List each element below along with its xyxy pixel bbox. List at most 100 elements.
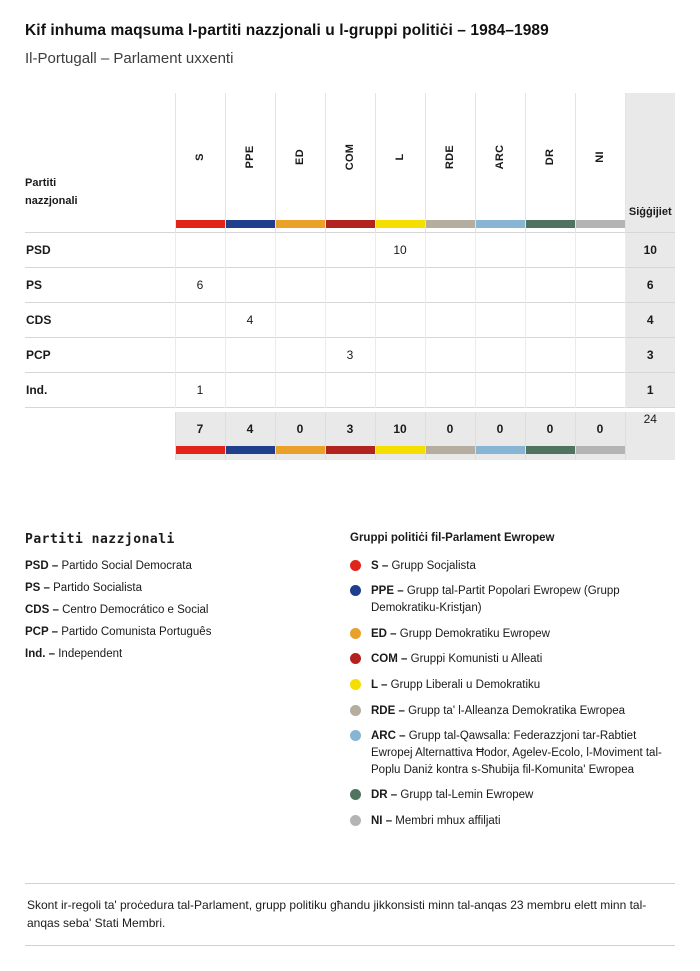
political-groups-legend-title: Gruppi politiċi fil-Parlament Ewropew bbox=[350, 531, 555, 544]
cell bbox=[524, 232, 575, 268]
total-cell-dr: 0 bbox=[524, 411, 575, 460]
seats-cell: 3 bbox=[624, 337, 675, 373]
cell bbox=[374, 267, 425, 303]
table-row-psd: PSD 10 10 bbox=[25, 232, 675, 268]
cell bbox=[574, 372, 625, 408]
total-cell-arc: 0 bbox=[474, 411, 525, 460]
total-cell-com: 3 bbox=[324, 411, 375, 460]
cell bbox=[474, 302, 525, 338]
cell bbox=[524, 267, 575, 303]
party-column-header-label: Partiti nazzjonali bbox=[25, 176, 78, 207]
cell bbox=[524, 337, 575, 373]
party-column-header: Partiti nazzjonali bbox=[25, 93, 175, 233]
cell bbox=[424, 232, 475, 268]
cell bbox=[374, 337, 425, 373]
cell bbox=[274, 337, 325, 373]
group-code-label: S bbox=[194, 152, 206, 161]
cell bbox=[424, 372, 475, 408]
cell bbox=[574, 302, 625, 338]
group-color-bar bbox=[275, 220, 325, 228]
cell bbox=[224, 372, 275, 408]
group-color-dot bbox=[350, 789, 361, 801]
group-code-label: L bbox=[394, 152, 406, 161]
group-color-dot bbox=[350, 585, 361, 597]
column-header-s: S bbox=[174, 93, 225, 233]
group-code-label: ARC bbox=[494, 144, 506, 169]
seats-table: Partiti nazzjonali S PPE ED COM L RDE AR… bbox=[25, 93, 675, 460]
seats-cell: 10 bbox=[624, 232, 675, 268]
total-cell-ni: 0 bbox=[574, 411, 625, 460]
party-name: PS bbox=[25, 267, 175, 303]
group-color-dot bbox=[350, 704, 361, 716]
group-color-dot bbox=[350, 653, 361, 665]
column-header-ppe: PPE bbox=[224, 93, 275, 233]
group-color-bar bbox=[425, 220, 475, 228]
group-code-label: RDE bbox=[444, 144, 456, 169]
cell bbox=[174, 337, 225, 373]
group-color-bar bbox=[475, 445, 525, 454]
cell: 6 bbox=[174, 267, 225, 303]
column-header-arc: ARC bbox=[474, 93, 525, 233]
column-header-com: COM bbox=[324, 93, 375, 233]
procedure-note: Skont ir-regoli ta' proċedura tal-Parlam… bbox=[25, 882, 675, 946]
legend-item-psd: PSD – Partido Social Democrata bbox=[25, 559, 192, 572]
total-cell-ppe: 4 bbox=[224, 411, 275, 460]
cell bbox=[574, 337, 625, 373]
cell bbox=[274, 302, 325, 338]
cell: 4 bbox=[224, 302, 275, 338]
group-color-bar bbox=[525, 445, 575, 454]
group-color-dot bbox=[350, 730, 361, 742]
group-color-bar bbox=[275, 445, 325, 454]
seats-cell: 1 bbox=[624, 372, 675, 408]
page-subtitle: Il-Portugall – Parlament uxxenti bbox=[25, 50, 234, 67]
legend-section: Partiti nazzjonali PSD – Partido Social … bbox=[25, 532, 675, 839]
table-row-cds: CDS 4 4 bbox=[25, 302, 675, 338]
legend-item-cds: CDS – Centro Democrático e Social bbox=[25, 603, 209, 616]
cell bbox=[374, 302, 425, 338]
table-spacer-row bbox=[25, 407, 675, 412]
cell bbox=[224, 337, 275, 373]
cell bbox=[474, 337, 525, 373]
group-code-label: DR bbox=[544, 148, 556, 165]
table-header-row: Partiti nazzjonali S PPE ED COM L RDE AR… bbox=[25, 93, 675, 233]
group-color-dot bbox=[350, 559, 361, 571]
column-header-dr: DR bbox=[524, 93, 575, 233]
total-cell-ed: 0 bbox=[274, 411, 325, 460]
cell bbox=[224, 267, 275, 303]
column-header-l: L bbox=[374, 93, 425, 233]
group-color-bar bbox=[325, 220, 375, 228]
cell bbox=[324, 232, 375, 268]
group-color-bar bbox=[575, 220, 625, 228]
legend-item-ni: NI – Membri mhux affiljati bbox=[350, 813, 675, 830]
total-cell-l: 10 bbox=[374, 411, 425, 460]
legend-item-arc: ARC – Grupp tal-Qawsalla: Federazzjoni t… bbox=[350, 728, 675, 778]
group-color-bar bbox=[525, 220, 575, 228]
cell bbox=[574, 267, 625, 303]
cell bbox=[474, 232, 525, 268]
cell bbox=[274, 267, 325, 303]
cell bbox=[424, 337, 475, 373]
column-header-rde: RDE bbox=[424, 93, 475, 233]
table-row-ind: Ind. 1 1 bbox=[25, 372, 675, 408]
group-code-label: COM bbox=[344, 143, 356, 170]
seats-column-header: Siġġijiet bbox=[624, 93, 675, 233]
group-code-label: NI bbox=[594, 150, 606, 163]
cell bbox=[224, 232, 275, 268]
cell bbox=[524, 302, 575, 338]
group-color-bar bbox=[475, 220, 525, 228]
cell bbox=[174, 232, 225, 268]
table-row-pcp: PCP 3 3 bbox=[25, 337, 675, 373]
group-color-bar bbox=[375, 220, 425, 228]
group-color-dot bbox=[350, 678, 361, 690]
cell bbox=[174, 302, 225, 338]
table-totals-row: 7 4 0 3 10 0 0 0 0 24 bbox=[25, 411, 675, 460]
group-color-bar bbox=[225, 445, 275, 454]
cell bbox=[524, 372, 575, 408]
legend-item-pcp: PCP – Partido Comunista Português bbox=[25, 625, 212, 638]
group-color-bar bbox=[375, 445, 425, 454]
cell bbox=[424, 302, 475, 338]
cell bbox=[474, 372, 525, 408]
legend-item-ps: PS – Partido Socialista bbox=[25, 581, 142, 594]
cell: 3 bbox=[324, 337, 375, 373]
cell bbox=[324, 372, 375, 408]
